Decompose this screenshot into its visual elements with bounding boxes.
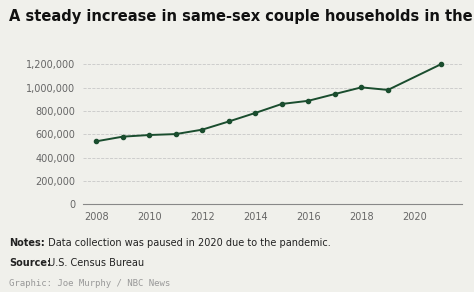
- Text: Notes:: Notes:: [9, 238, 45, 248]
- Text: A steady increase in same-sex couple households in the U.S.: A steady increase in same-sex couple hou…: [9, 9, 474, 24]
- Text: U.S. Census Bureau: U.S. Census Bureau: [45, 258, 144, 268]
- Text: Source:: Source:: [9, 258, 52, 268]
- Text: Data collection was paused in 2020 due to the pandemic.: Data collection was paused in 2020 due t…: [45, 238, 331, 248]
- Text: Graphic: Joe Murphy / NBC News: Graphic: Joe Murphy / NBC News: [9, 279, 171, 288]
